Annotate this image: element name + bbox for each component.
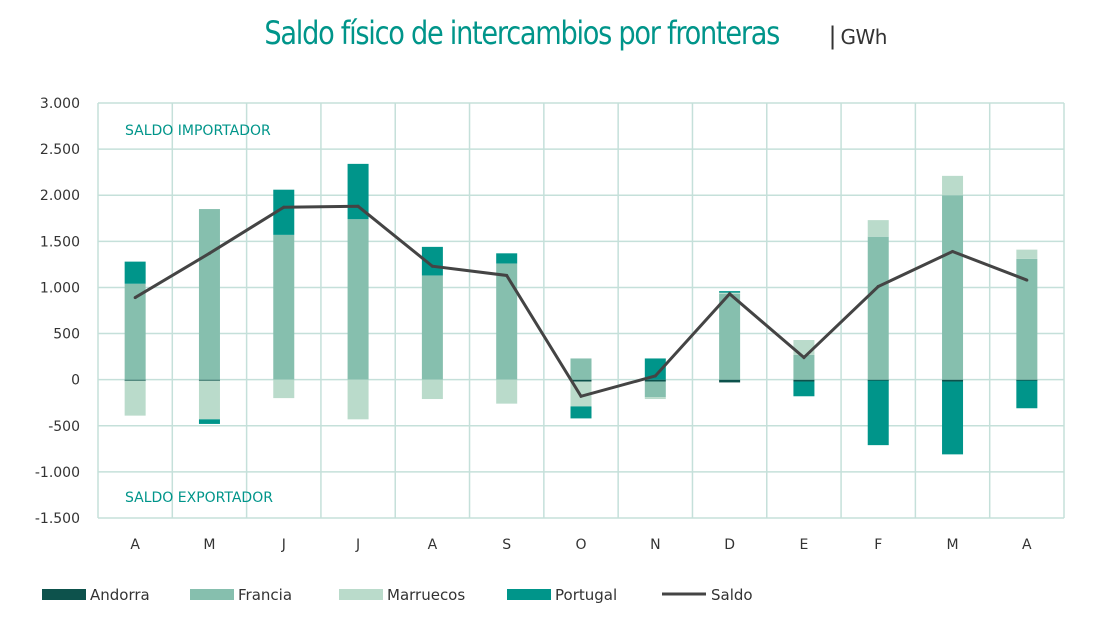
bar-portugal bbox=[198, 419, 220, 424]
y-tick-label: 1.500 bbox=[40, 234, 80, 250]
bar-portugal bbox=[719, 291, 741, 293]
bar-marruecos bbox=[942, 175, 964, 196]
bar-francia bbox=[273, 234, 295, 380]
bar-andorra bbox=[124, 379, 146, 382]
bar-marruecos bbox=[1016, 249, 1038, 259]
bar-marruecos bbox=[496, 379, 518, 404]
annotation-exportador: SALDO EXPORTADOR bbox=[125, 490, 273, 506]
y-tick-label: 500 bbox=[53, 327, 80, 343]
y-tick-label: 3.000 bbox=[40, 96, 80, 112]
y-tick-label: -1.000 bbox=[35, 465, 80, 481]
x-tick-label: F bbox=[874, 537, 882, 553]
saldo-point bbox=[505, 273, 509, 277]
bar-francia bbox=[942, 195, 964, 380]
bar-francia bbox=[198, 209, 220, 380]
bar-francia bbox=[421, 275, 443, 380]
x-tick-label: J bbox=[355, 537, 360, 553]
x-tick-label: E bbox=[799, 537, 808, 553]
bar-portugal bbox=[273, 189, 295, 235]
bar-marruecos bbox=[867, 220, 889, 237]
bar-francia bbox=[347, 219, 369, 380]
saldo-point bbox=[133, 296, 137, 300]
legend-label-saldo: Saldo bbox=[711, 586, 753, 604]
title-text: Saldo físico de intercambios por fronter… bbox=[264, 14, 780, 52]
saldo-point bbox=[876, 285, 880, 289]
bar-francia bbox=[719, 293, 741, 380]
bar-marruecos bbox=[644, 397, 666, 400]
saldo-point bbox=[951, 249, 955, 253]
legend-label-andorra: Andorra bbox=[90, 586, 150, 604]
y-tick-label: 1.000 bbox=[40, 280, 80, 296]
saldo-point bbox=[430, 264, 434, 268]
bar-andorra bbox=[942, 379, 964, 382]
bar-francia bbox=[496, 263, 518, 380]
legend-label-marruecos: Marruecos bbox=[387, 586, 465, 604]
bar-francia bbox=[793, 354, 815, 380]
legend-swatch-andorra bbox=[42, 589, 86, 600]
bar-marruecos bbox=[347, 379, 369, 420]
bar-andorra bbox=[719, 379, 741, 383]
x-tick-label: S bbox=[502, 537, 511, 553]
x-tick-label: O bbox=[575, 537, 586, 553]
y-tick-label: 2.000 bbox=[40, 188, 80, 204]
bar-andorra bbox=[793, 379, 815, 382]
saldo-point bbox=[802, 356, 806, 360]
y-tick-label: -500 bbox=[48, 419, 80, 435]
x-tick-label: J bbox=[281, 537, 286, 553]
chart-title: Saldo físico de intercambios por fronter… bbox=[0, 14, 1106, 52]
saldo-point bbox=[579, 394, 583, 398]
legend-swatch-portugal bbox=[507, 589, 551, 600]
bar-marruecos bbox=[421, 379, 443, 400]
bar-francia bbox=[1016, 258, 1038, 380]
annotation-importador: SALDO IMPORTADOR bbox=[125, 123, 271, 139]
bar-portugal bbox=[496, 253, 518, 264]
bar-portugal bbox=[570, 406, 592, 419]
x-tick-label: A bbox=[1022, 537, 1032, 553]
legend-label-portugal: Portugal bbox=[555, 586, 617, 604]
bar-andorra bbox=[1016, 379, 1038, 382]
x-tick-label: A bbox=[428, 537, 438, 553]
bar-portugal bbox=[124, 261, 146, 284]
bar-portugal bbox=[1016, 380, 1038, 409]
x-tick-label: M bbox=[946, 537, 958, 553]
x-tick-label: D bbox=[724, 537, 735, 553]
bar-andorra bbox=[198, 379, 220, 382]
bar-andorra bbox=[867, 379, 889, 382]
bar-francia bbox=[124, 283, 146, 380]
bar-andorra bbox=[570, 379, 592, 382]
bar-portugal bbox=[867, 380, 889, 446]
y-tick-label: 0 bbox=[71, 373, 80, 389]
bar-portugal bbox=[942, 381, 964, 455]
bar-francia bbox=[644, 381, 666, 398]
bar-francia bbox=[867, 236, 889, 380]
legend-swatch-marruecos bbox=[339, 589, 383, 600]
bar-marruecos bbox=[124, 380, 146, 416]
x-tick-label: N bbox=[650, 537, 660, 553]
saldo-point bbox=[728, 292, 732, 296]
bar-andorra bbox=[644, 379, 666, 382]
unit-label: GWh bbox=[840, 25, 888, 49]
y-tick-label: 2.500 bbox=[40, 142, 80, 158]
saldo-point bbox=[1025, 278, 1029, 282]
saldo-point bbox=[282, 205, 286, 209]
saldo-point bbox=[207, 251, 211, 255]
y-tick-label: -1.500 bbox=[35, 511, 80, 527]
saldo-point bbox=[356, 204, 360, 208]
legend-label-francia: Francia bbox=[238, 586, 292, 604]
saldo-point bbox=[653, 374, 657, 378]
bar-francia bbox=[570, 358, 592, 380]
x-tick-label: A bbox=[130, 537, 140, 553]
title-separator: | bbox=[828, 22, 837, 50]
x-tick-label: M bbox=[203, 537, 215, 553]
bar-portugal bbox=[793, 381, 815, 397]
legend-swatch-francia bbox=[190, 589, 234, 600]
bar-marruecos bbox=[273, 379, 295, 399]
bar-portugal bbox=[644, 358, 666, 380]
bar-marruecos bbox=[198, 380, 220, 420]
